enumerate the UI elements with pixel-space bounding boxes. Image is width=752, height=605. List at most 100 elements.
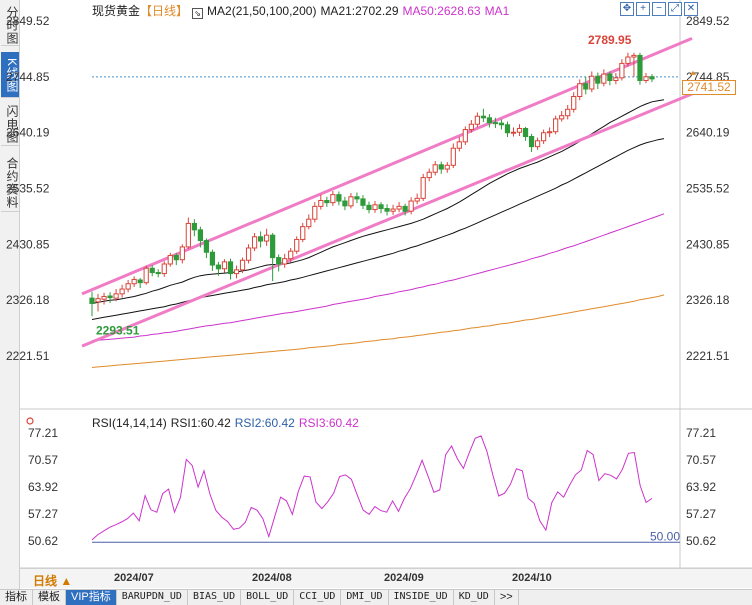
candle-body (468, 123, 474, 131)
candle-body (191, 222, 197, 231)
candle-body (203, 240, 210, 253)
candle-body (577, 83, 583, 97)
rsi-axis-label: 57.27 (686, 507, 716, 521)
tab-bias[interactable]: BIAS_UD (188, 590, 242, 605)
candle-body (167, 254, 173, 265)
time-axis-bar (20, 568, 752, 588)
candle-body (414, 197, 420, 202)
candle-body (131, 278, 137, 285)
price-axis-label-left: 2640.19 (6, 126, 50, 140)
tab-inside[interactable]: INSIDE_UD (389, 590, 454, 605)
side-tab-k-chart[interactable]: K线图 (1, 52, 19, 98)
candle-body (547, 131, 553, 134)
rsi-axis-label-left: 57.27 (28, 507, 58, 521)
price-axis: 2849.522849.522744.852744.852640.192640.… (6, 14, 730, 363)
tab-cci[interactable]: CCI_UD (294, 590, 342, 605)
close-icon[interactable]: ✕ (684, 2, 698, 16)
price-axis-label-left: 2744.85 (6, 70, 50, 84)
price-axis-label: 2849.52 (686, 14, 730, 28)
price-arrow-icon (690, 70, 696, 75)
candle-body (95, 298, 101, 303)
candle-body (541, 132, 547, 142)
price-axis-label-left: 2326.18 (6, 293, 50, 307)
candle-body (125, 283, 131, 290)
candle-body (372, 204, 378, 211)
ma50-line (91, 138, 665, 320)
candle-body (245, 247, 252, 261)
rsi-title: RSI(14,14,14) (92, 416, 167, 430)
candle-body (143, 267, 149, 284)
candle-body (384, 208, 390, 212)
tab-more[interactable]: >> (495, 590, 519, 605)
candle-body (492, 122, 499, 125)
candle-body (288, 250, 294, 260)
candle-body (107, 295, 113, 299)
candle-body (462, 129, 468, 143)
ma21-line (91, 99, 665, 304)
price-axis-label: 2326.18 (686, 293, 730, 307)
rsi-header: RSI(14,14,14) RSI1:60.42 RSI2:60.42 RSI3:60… (92, 415, 363, 431)
candle-body (619, 62, 625, 79)
candle-body (348, 196, 354, 207)
zoom-in-icon[interactable]: + (636, 2, 650, 16)
candle-body (613, 77, 619, 81)
candle-body (649, 76, 655, 80)
candle-body (209, 251, 216, 266)
candle-body (221, 261, 228, 270)
candle-body (239, 259, 246, 271)
ma100-line (91, 213, 665, 342)
move-icon[interactable]: ✥ (620, 2, 634, 16)
candle-body (354, 196, 360, 200)
tab-dmi[interactable]: DMI_UD (341, 590, 389, 605)
candle-body (396, 205, 402, 210)
candle-body (197, 229, 203, 242)
candle-body (264, 234, 270, 242)
candle-body (601, 73, 607, 84)
rsi3-value: RSI3:60.42 (298, 416, 359, 430)
side-tab-flash-chart[interactable]: 闪电图 (1, 100, 19, 146)
candle-body (583, 83, 589, 90)
settings-icon[interactable] (26, 417, 34, 425)
period-selector[interactable]: 日线 ▲ (33, 574, 73, 588)
candle-body (625, 56, 631, 64)
candle-body (294, 238, 300, 252)
tab-indicators[interactable]: 指标 (0, 590, 33, 605)
trend-channel[interactable] (81, 36, 693, 348)
candle-body (450, 147, 456, 166)
dropdown-icon[interactable]: ⇘ (192, 8, 204, 19)
rsi-axis-label: 77.21 (686, 426, 716, 440)
candle-body (360, 198, 366, 206)
candle-body (137, 279, 143, 284)
rsi-axis-label: 63.92 (686, 480, 716, 494)
ma200-line (91, 294, 665, 368)
candle-body (119, 288, 125, 295)
candle-body (637, 54, 643, 81)
candle-body (227, 261, 234, 275)
expand-icon[interactable]: ⤢ (668, 2, 682, 16)
tab-kd[interactable]: KD_UD (454, 590, 495, 605)
candle-body (89, 297, 95, 304)
period-label[interactable]: 【日线】 (140, 4, 189, 18)
side-tab-time-chart[interactable]: 分时图 (1, 2, 19, 46)
candle-body (378, 204, 384, 210)
zoom-out-icon[interactable]: − (652, 2, 666, 16)
channel-lower-line[interactable] (81, 92, 693, 348)
tab-vip-indicators[interactable]: VIP指标 (66, 590, 117, 605)
rsi2-value: RSI2:60.42 (234, 416, 295, 430)
candle-body (257, 236, 264, 242)
candle-body (215, 264, 222, 270)
ma-title: MA2(21,50,100,200) (207, 4, 317, 18)
ma50-value: MA50:2628.63 (402, 4, 481, 18)
tab-templates[interactable]: 模板 (33, 590, 66, 605)
candle-body (330, 194, 336, 204)
candle-body (516, 127, 523, 133)
candle-body (282, 258, 288, 265)
candle-body (300, 226, 306, 240)
rsi-panel: 77.21 77.21 70.57 70.57 63.92 63.92 57.27 57.27… (26, 417, 716, 548)
tab-barupdn[interactable]: BARUPDN_UD (117, 590, 188, 605)
candle-body (432, 164, 438, 173)
tab-boll[interactable]: BOLL_UD (241, 590, 295, 605)
side-tab-contract-info[interactable]: 合约资料 (1, 152, 19, 212)
rsi-reference-label: 50.00 (650, 529, 680, 543)
